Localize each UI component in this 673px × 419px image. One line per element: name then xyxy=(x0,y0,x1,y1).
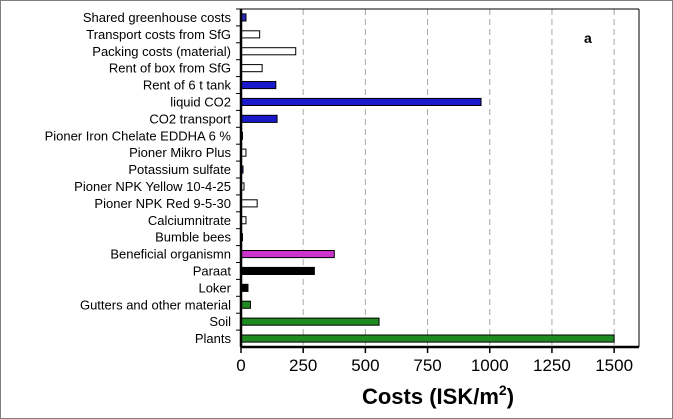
bar-beneficial-organismn xyxy=(240,250,335,259)
x-axis-title-main: Costs (ISK/m xyxy=(362,384,499,409)
bar-rent-of-6-t-tank xyxy=(240,81,277,90)
bar-packing-costs-material- xyxy=(240,47,297,56)
x-axis-title: Costs (ISK/m2) xyxy=(362,382,514,409)
category-label: liquid CO2 xyxy=(170,94,231,109)
category-labels: Shared greenhouse costs Transport costs f… xyxy=(45,10,232,346)
category-label: Pioner NPK Yellow 10-4-25 xyxy=(74,179,231,194)
bar-transport-costs-from-sfg xyxy=(240,30,261,39)
category-label: Soil xyxy=(209,314,231,329)
x-tick-label-1000: 1000 xyxy=(471,356,509,375)
panel-label: a xyxy=(584,30,592,46)
category-label: Pioner NPK Red 9-5-30 xyxy=(94,196,231,211)
bar-rent-of-box-from-sfg xyxy=(240,64,263,73)
category-label: Pioner Iron Chelate EDDHA 6 % xyxy=(45,128,232,143)
x-tick-label-1500: 1500 xyxy=(595,356,633,375)
category-label: Paraat xyxy=(193,263,232,278)
x-tick-label-250: 250 xyxy=(289,356,317,375)
bar-soil xyxy=(240,317,380,326)
x-axis-title-close: ) xyxy=(507,384,514,409)
bar-paraat xyxy=(240,266,315,275)
bar-pioner-npk-red-9-5-30 xyxy=(240,199,258,208)
axes xyxy=(236,8,640,353)
x-tick-label-1250: 1250 xyxy=(533,356,571,375)
x-tick-label-0: 0 xyxy=(236,356,245,375)
category-label: Potassium sulfate xyxy=(128,162,231,177)
category-label: Bumble bees xyxy=(155,230,231,245)
bar-gutters-and-other-material xyxy=(240,300,251,309)
category-label: Calciumnitrate xyxy=(148,213,231,228)
x-tick-labels: 0 250 500 750 1000 1250 1500 xyxy=(236,356,633,375)
category-label: Pioner Mikro Plus xyxy=(129,145,231,160)
category-label: Loker xyxy=(198,280,231,295)
bar-plants xyxy=(240,334,615,343)
category-label: Plants xyxy=(195,331,232,346)
grid-lines xyxy=(302,9,615,347)
category-label: Beneficial organismn xyxy=(110,247,231,262)
category-label: CO2 transport xyxy=(149,111,231,126)
category-label: Rent of box from SfG xyxy=(109,61,231,76)
category-label: Gutters and other material xyxy=(80,297,231,312)
bar-liquid-co2 xyxy=(240,97,482,106)
x-tick-label-750: 750 xyxy=(413,356,441,375)
category-label: Shared greenhouse costs xyxy=(83,10,232,25)
x-tick-label-500: 500 xyxy=(351,356,379,375)
category-label: Packing costs (material) xyxy=(92,44,231,59)
x-axis-title-superscript: 2 xyxy=(499,382,507,398)
bar-co2-transport xyxy=(240,114,278,123)
category-label: Rent of 6 t tank xyxy=(143,78,232,93)
category-label: Transport costs from SfG xyxy=(86,27,231,42)
